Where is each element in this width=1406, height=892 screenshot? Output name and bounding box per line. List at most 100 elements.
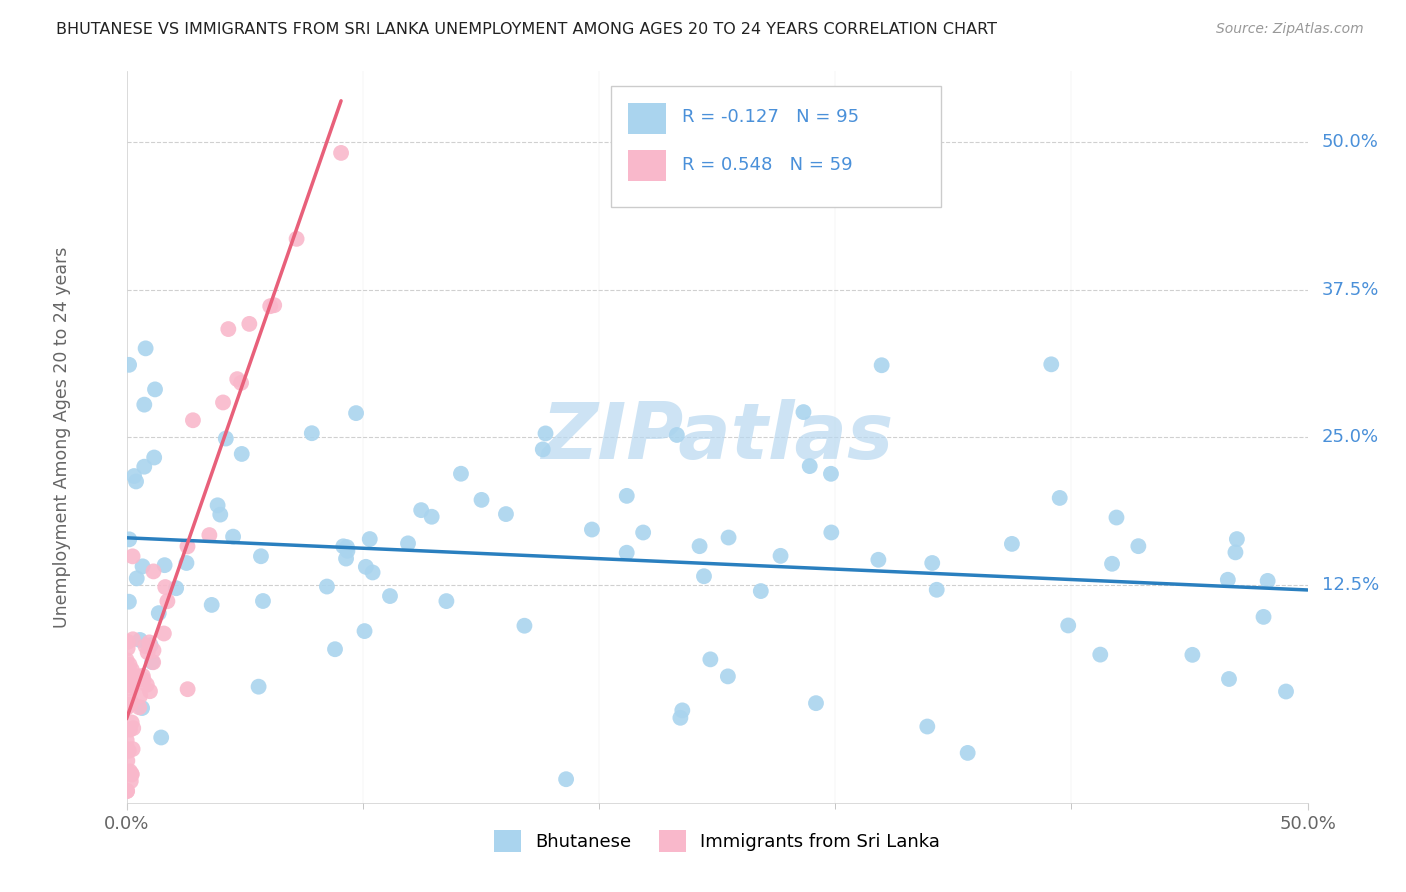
Point [198, 528, 221, 542]
Point [142, 643, 165, 657]
Point [581, 523, 603, 537]
Legend: Bhutanese, Immigrants from Sri Lanka: Bhutanese, Immigrants from Sri Lanka [486, 823, 948, 860]
Point [118, 533, 141, 547]
Point [176, 540, 198, 554]
Point [129, 632, 152, 647]
Point [117, 675, 139, 690]
FancyBboxPatch shape [628, 151, 666, 181]
Point [143, 383, 166, 397]
Text: BHUTANESE VS IMMIGRANTS FROM SRI LANKA UNEMPLOYMENT AMONG AGES 20 TO 24 YEARS CO: BHUTANESE VS IMMIGRANTS FROM SRI LANKA U… [56, 22, 997, 37]
Point [689, 539, 711, 553]
Point [222, 530, 245, 544]
Point [215, 432, 238, 446]
Point [868, 553, 890, 567]
Point [1057, 618, 1080, 632]
Point [118, 681, 141, 695]
Point [1226, 532, 1249, 546]
Point [139, 684, 162, 698]
Point [118, 764, 141, 779]
Point [301, 426, 323, 441]
Point [118, 665, 141, 679]
Point [917, 719, 939, 733]
Point [229, 376, 252, 390]
Point [143, 450, 166, 465]
FancyBboxPatch shape [628, 103, 666, 134]
Text: 12.5%: 12.5% [1322, 575, 1379, 593]
Point [118, 698, 141, 712]
Text: 50.0%: 50.0% [1322, 133, 1379, 151]
Point [804, 696, 827, 710]
Point [115, 653, 138, 667]
Point [396, 536, 419, 550]
Point [136, 645, 159, 659]
Point [285, 232, 308, 246]
Point [238, 317, 260, 331]
Point [209, 508, 232, 522]
Point [693, 569, 716, 583]
Point [434, 594, 457, 608]
Point [921, 556, 943, 570]
Point [120, 695, 142, 709]
Point [616, 546, 638, 560]
Point [1101, 557, 1123, 571]
Point [1090, 648, 1112, 662]
Point [259, 299, 281, 313]
Point [769, 549, 792, 563]
Point [165, 581, 187, 595]
Point [1181, 648, 1204, 662]
Point [336, 544, 359, 558]
Point [127, 669, 149, 683]
Point [118, 744, 141, 758]
Point [121, 663, 143, 677]
Point [669, 711, 692, 725]
Point [122, 721, 145, 735]
Point [631, 525, 654, 540]
Point [495, 507, 517, 521]
Point [1128, 539, 1150, 553]
Point [1253, 610, 1275, 624]
Point [1225, 545, 1247, 559]
Point [115, 701, 138, 715]
Point [263, 298, 285, 312]
Point [247, 680, 270, 694]
Point [118, 723, 141, 737]
Point [353, 624, 375, 638]
Point [142, 565, 165, 579]
Point [153, 558, 176, 573]
Point [153, 626, 176, 640]
Point [665, 428, 688, 442]
Point [513, 618, 536, 632]
Point [135, 678, 157, 692]
Point [117, 742, 139, 756]
Point [420, 509, 443, 524]
Point [1218, 672, 1240, 686]
Point [1275, 684, 1298, 698]
Point [132, 669, 155, 683]
Point [1040, 357, 1063, 371]
Point [134, 639, 156, 653]
Point [117, 641, 139, 656]
Point [125, 571, 148, 585]
Point [531, 442, 554, 457]
Point [134, 459, 156, 474]
Point [799, 459, 821, 474]
Text: Source: ZipAtlas.com: Source: ZipAtlas.com [1216, 22, 1364, 37]
Point [820, 525, 842, 540]
Point [699, 652, 721, 666]
Point [142, 655, 165, 669]
Point [181, 413, 204, 427]
Point [252, 594, 274, 608]
Text: Unemployment Among Ages 20 to 24 years: Unemployment Among Ages 20 to 24 years [52, 246, 70, 628]
Point [359, 532, 381, 546]
Point [231, 447, 253, 461]
Point [118, 670, 141, 684]
Text: R = -0.127   N = 95: R = -0.127 N = 95 [682, 109, 859, 127]
Point [1257, 574, 1279, 588]
Text: 25.0%: 25.0% [1322, 428, 1379, 446]
Point [330, 145, 353, 160]
Point [671, 703, 693, 717]
Point [121, 679, 143, 693]
Point [134, 398, 156, 412]
Point [323, 642, 346, 657]
Point [450, 467, 472, 481]
